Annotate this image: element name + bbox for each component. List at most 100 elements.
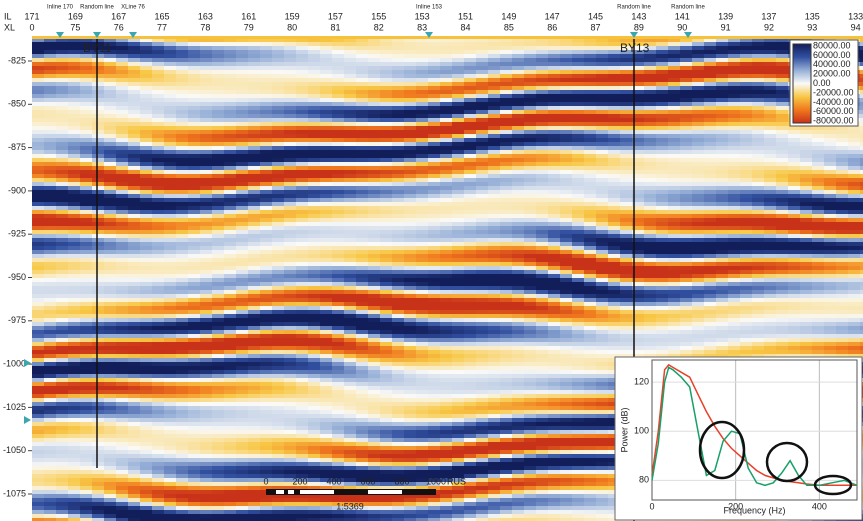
- seismic-cell: [440, 294, 453, 299]
- seismic-cell: [392, 242, 405, 247]
- seismic-cell: [704, 270, 717, 275]
- seismic-cell: [176, 202, 189, 207]
- seismic-cell: [356, 210, 369, 215]
- seismic-cell: [668, 158, 681, 163]
- seismic-cell: [104, 74, 117, 79]
- seismic-cell: [524, 106, 537, 111]
- seismic-cell: [188, 210, 201, 215]
- seismic-cell: [80, 102, 93, 107]
- seismic-cell: [620, 150, 633, 155]
- seismic-cell: [272, 162, 285, 167]
- seismic-cell: [356, 114, 369, 119]
- seismic-cell: [776, 94, 789, 99]
- seismic-cell: [560, 138, 573, 143]
- seismic-cell: [668, 86, 681, 91]
- seismic-cell: [776, 278, 789, 283]
- seismic-cell: [176, 310, 189, 315]
- seismic-cell: [680, 46, 693, 51]
- seismic-cell: [224, 234, 237, 239]
- seismic-cell: [200, 126, 213, 131]
- seismic-cell: [548, 174, 561, 179]
- seismic-cell: [500, 282, 513, 287]
- seismic-cell: [596, 70, 609, 75]
- seismic-cell: [452, 90, 465, 95]
- seismic-cell: [56, 286, 69, 291]
- seismic-cell: [488, 58, 501, 63]
- seismic-cell: [740, 238, 753, 243]
- seismic-cell: [200, 222, 213, 227]
- seismic-cell: [512, 302, 525, 307]
- seismic-cell: [404, 298, 417, 303]
- seismic-cell: [524, 62, 537, 67]
- seismic-cell: [824, 278, 837, 283]
- seismic-cell: [800, 206, 813, 211]
- seismic-cell: [188, 122, 201, 127]
- seismic-cell: [644, 106, 657, 111]
- seismic-cell: [572, 286, 585, 291]
- seismic-cell: [704, 238, 717, 243]
- seismic-cell: [404, 194, 417, 199]
- seismic-cell: [308, 262, 321, 267]
- seismic-cell: [656, 298, 669, 303]
- seismic-cell: [368, 302, 381, 307]
- seismic-cell: [128, 302, 141, 307]
- seismic-cell: [596, 150, 609, 155]
- seismic-cell: [644, 94, 657, 99]
- seismic-cell: [476, 58, 489, 63]
- seismic-cell: [728, 102, 741, 107]
- seismic-cell: [392, 126, 405, 131]
- seismic-cell: [44, 234, 57, 239]
- seismic-cell: [620, 58, 633, 63]
- seismic-cell: [596, 190, 609, 195]
- seismic-cell: [776, 266, 789, 271]
- seismic-cell: [368, 110, 381, 115]
- seismic-cell: [116, 226, 129, 231]
- seismic-cell: [428, 94, 441, 99]
- seismic-cell: [464, 238, 477, 243]
- seismic-cell: [668, 266, 681, 271]
- seismic-cell: [680, 114, 693, 119]
- seismic-cell: [608, 114, 621, 119]
- seismic-cell: [128, 106, 141, 111]
- seismic-cell: [608, 50, 621, 55]
- seismic-cell: [728, 314, 741, 319]
- seismic-cell: [356, 66, 369, 71]
- seismic-cell: [284, 98, 297, 103]
- seismic-cell: [320, 306, 333, 311]
- seismic-cell: [740, 154, 753, 159]
- seismic-cell: [380, 266, 393, 271]
- seismic-cell: [716, 230, 729, 235]
- seismic-cell: [728, 194, 741, 199]
- seismic-cell: [824, 234, 837, 239]
- seismic-cell: [428, 238, 441, 243]
- seismic-cell: [452, 122, 465, 127]
- seismic-cell: [812, 166, 825, 171]
- seismic-cell: [212, 230, 225, 235]
- seismic-cell: [812, 314, 825, 319]
- seismic-cell: [488, 318, 501, 323]
- seismic-cell: [224, 170, 237, 175]
- seismic-cell: [392, 178, 405, 183]
- seismic-cell: [344, 170, 357, 175]
- seismic-cell: [728, 226, 741, 231]
- seismic-cell: [764, 202, 777, 207]
- seismic-cell: [512, 194, 525, 199]
- seismic-cell: [500, 318, 513, 323]
- seismic-cell: [272, 66, 285, 71]
- seismic-cell: [140, 242, 153, 247]
- seismic-cell: [824, 230, 837, 235]
- seismic-cell: [716, 262, 729, 267]
- seismic-cell: [68, 54, 81, 59]
- seismic-cell: [500, 58, 513, 63]
- seismic-cell: [620, 166, 633, 171]
- seismic-cell: [428, 38, 441, 43]
- seismic-cell: [212, 246, 225, 251]
- seismic-cell: [224, 262, 237, 267]
- seismic-cell: [704, 110, 717, 115]
- seismic-cell: [176, 102, 189, 107]
- seismic-cell: [380, 278, 393, 283]
- seismic-cell: [548, 278, 561, 283]
- seismic-cell: [620, 254, 633, 259]
- seismic-cell: [560, 178, 573, 183]
